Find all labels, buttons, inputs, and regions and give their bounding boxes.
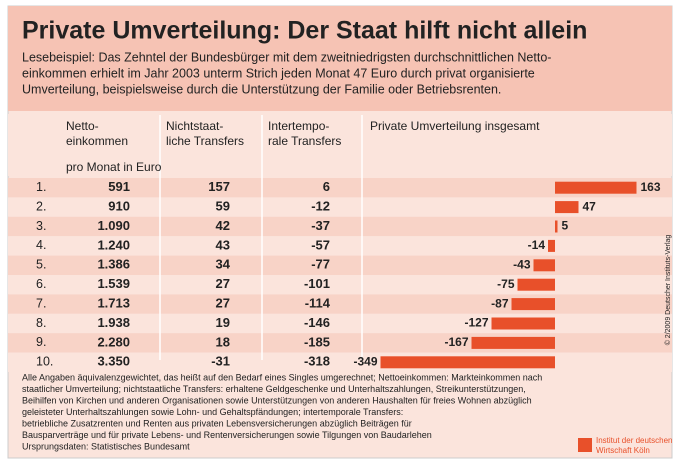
cell: -77 bbox=[311, 257, 330, 272]
rank: 8. bbox=[36, 316, 46, 330]
column-header: einkommen bbox=[66, 134, 128, 148]
cell: 27 bbox=[216, 276, 230, 291]
cell: -318 bbox=[304, 354, 330, 369]
value-label: -349 bbox=[353, 354, 377, 368]
rank: 3. bbox=[36, 219, 46, 233]
cell: 157 bbox=[208, 179, 230, 194]
cell: 42 bbox=[216, 218, 230, 233]
header-band bbox=[8, 6, 672, 111]
column-header: Netto- bbox=[66, 119, 99, 133]
rank: 6. bbox=[36, 277, 46, 291]
logo-text: Wirtschaft Köln bbox=[596, 446, 650, 455]
bar bbox=[555, 220, 558, 233]
bar bbox=[380, 356, 555, 369]
bar bbox=[491, 317, 555, 330]
rank: 1. bbox=[36, 180, 46, 194]
cell: 1.539 bbox=[97, 276, 130, 291]
cell: 1.938 bbox=[97, 315, 130, 330]
value-label: -87 bbox=[491, 296, 509, 310]
cell: 43 bbox=[216, 237, 230, 252]
bar bbox=[533, 259, 555, 272]
column-header: Nichtstaat- bbox=[166, 119, 223, 133]
value-label: -167 bbox=[444, 335, 468, 349]
cell: 2.280 bbox=[97, 334, 130, 349]
unit-note: pro Monat in Euro bbox=[66, 160, 162, 174]
value-label: -127 bbox=[464, 316, 488, 330]
title: Private Umverteilung: Der Staat hilft ni… bbox=[22, 17, 587, 45]
copyright: © 2/2009 Deutscher Instituts-Verlag bbox=[664, 235, 672, 346]
cell: -31 bbox=[211, 354, 230, 369]
rank: 5. bbox=[36, 258, 46, 272]
cell: -37 bbox=[311, 218, 330, 233]
rank: 7. bbox=[36, 296, 46, 310]
cell: -12 bbox=[311, 199, 330, 214]
logo-icon bbox=[578, 438, 592, 452]
cell: 1.386 bbox=[97, 257, 130, 272]
cell: -101 bbox=[304, 276, 330, 291]
bar bbox=[471, 336, 555, 349]
footnote-line: geleisteter Unterhaltszahlungen sowie Lo… bbox=[22, 407, 403, 417]
cell: 3.350 bbox=[97, 354, 130, 369]
row-band bbox=[8, 275, 672, 295]
column-header: liche Transfers bbox=[166, 134, 244, 148]
chart-title: Private Umverteilung insgesamt bbox=[370, 119, 540, 133]
cell: -57 bbox=[311, 237, 330, 252]
column-header: Intertempo- bbox=[268, 119, 329, 133]
logo-text: Institut der deutschen bbox=[596, 436, 673, 445]
row-band bbox=[8, 178, 672, 198]
value-label: 47 bbox=[583, 199, 597, 213]
bar bbox=[517, 278, 555, 291]
cell: 27 bbox=[216, 296, 230, 311]
rank: 4. bbox=[36, 238, 46, 252]
intro-line: einkommen erhielt im Jahr 2003 unterm St… bbox=[22, 66, 535, 80]
footnote-line: Alle Angaben äquivalenzgewichtet, das he… bbox=[22, 372, 542, 382]
cell: 18 bbox=[216, 334, 230, 349]
cell: 1.090 bbox=[97, 218, 130, 233]
column-header: rale Transfers bbox=[268, 134, 341, 148]
value-label: -43 bbox=[513, 257, 531, 271]
bar bbox=[555, 201, 579, 214]
row-band bbox=[8, 216, 672, 237]
row-band bbox=[8, 236, 672, 256]
cell: 1.240 bbox=[97, 237, 130, 252]
table-body bbox=[8, 114, 672, 372]
rank: 10. bbox=[36, 355, 53, 369]
cell: -146 bbox=[304, 315, 330, 330]
value-label: 5 bbox=[562, 219, 569, 233]
cell: 1.713 bbox=[97, 296, 130, 311]
row-band bbox=[8, 197, 672, 217]
bar bbox=[548, 239, 555, 252]
intro-line: Lesebeispiel: Das Zehntel der Bundesbürg… bbox=[22, 50, 551, 64]
intro-line: Umverteilung, beispielsweise durch die U… bbox=[22, 82, 501, 96]
footnote-line: Ursprungsdaten: Statistisches Bundesamt bbox=[22, 441, 190, 451]
cell: 6 bbox=[323, 179, 330, 194]
footnote-line: staatlicher Umverteilung; nichtstaatlich… bbox=[22, 384, 526, 394]
footnote-line: betriebliche Zusatzrenten und Renten aus… bbox=[22, 418, 412, 428]
cell: 19 bbox=[216, 315, 230, 330]
cell: -185 bbox=[304, 334, 330, 349]
bar bbox=[555, 181, 637, 194]
cell: 591 bbox=[108, 179, 130, 194]
value-label: 163 bbox=[641, 180, 661, 194]
cell: 59 bbox=[216, 199, 230, 214]
rank: 2. bbox=[36, 199, 46, 213]
footnote-line: Beihilfen von Kirchen und anderen Organi… bbox=[22, 395, 532, 405]
row-band bbox=[8, 294, 672, 314]
header-row bbox=[8, 114, 672, 176]
value-label: -75 bbox=[497, 277, 515, 291]
cell: 910 bbox=[108, 199, 130, 214]
bar bbox=[511, 298, 555, 311]
rank: 9. bbox=[36, 335, 46, 349]
cell: -114 bbox=[305, 296, 331, 311]
cell: 34 bbox=[216, 257, 231, 272]
row-band bbox=[8, 255, 672, 275]
footnote-line: Bausparverträge und für private Lebens- … bbox=[22, 430, 432, 440]
value-label: -14 bbox=[528, 238, 546, 252]
